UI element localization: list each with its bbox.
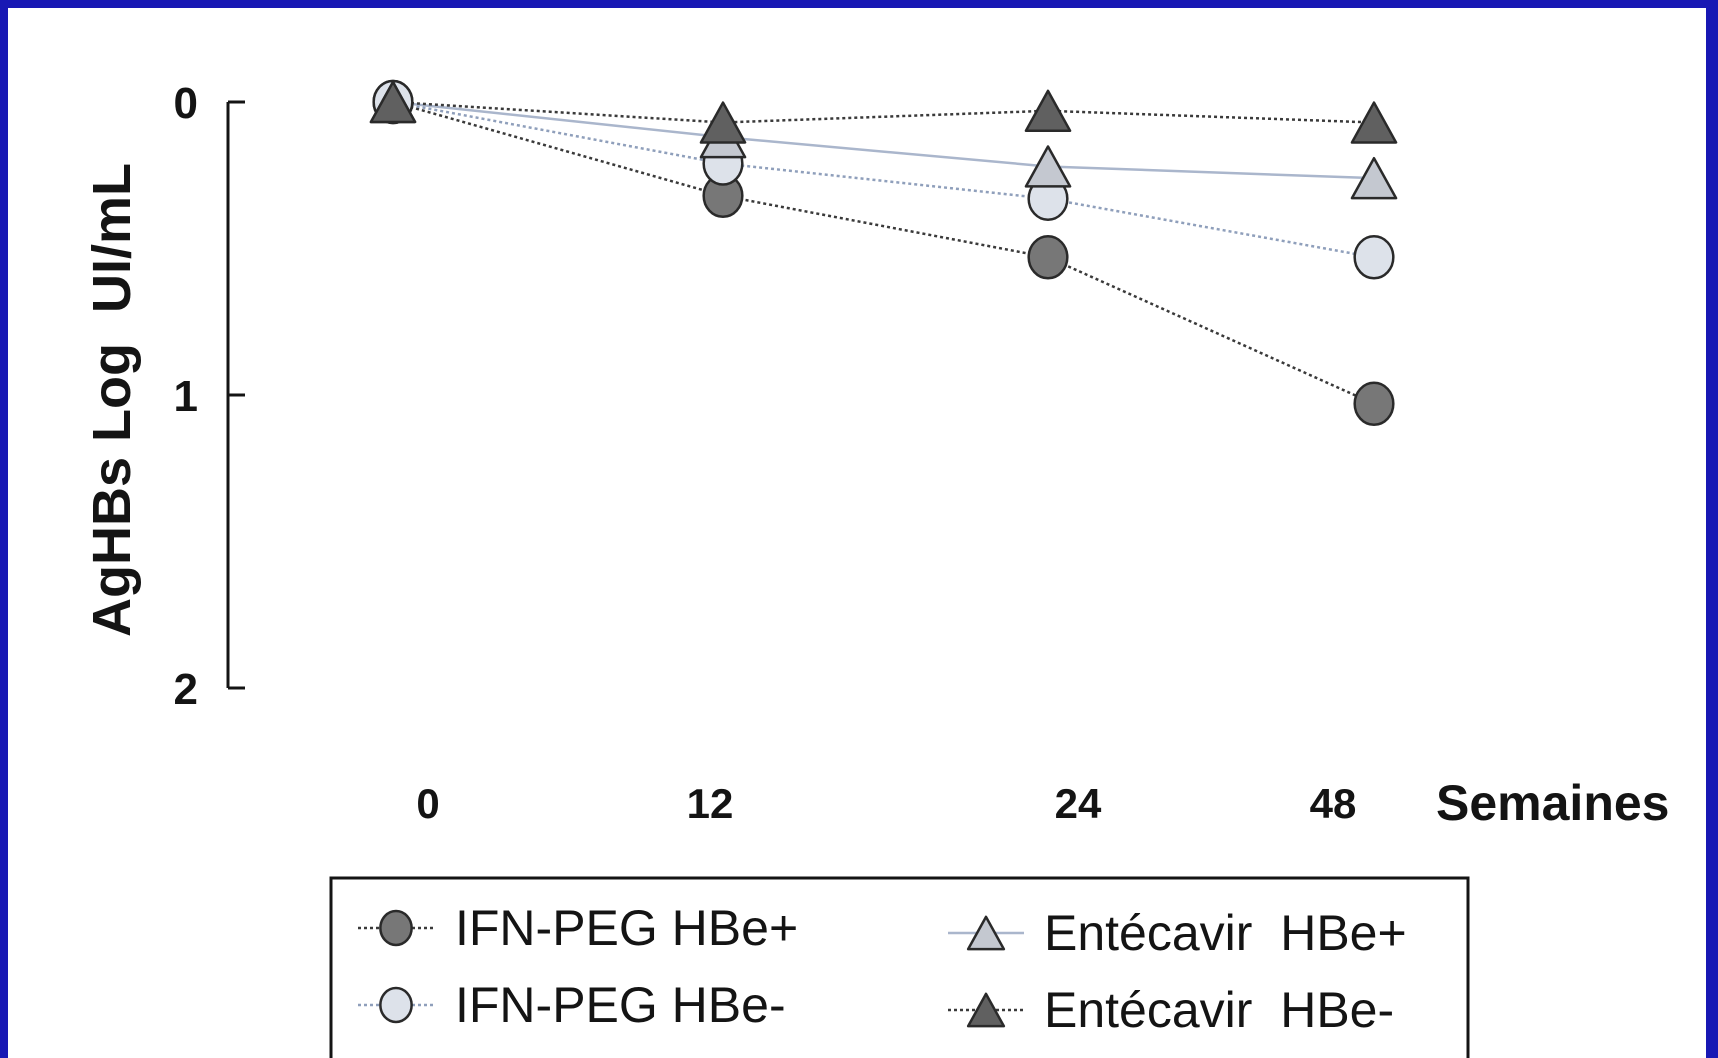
series-line-ent-cavir-hbe [392,100,1375,124]
data-point-ifn-peg-hbeplus [1353,381,1395,427]
y-tick-label: 1 [174,372,198,421]
data-point-ent-cavir-hbeplus [1350,156,1398,200]
data-point-ent-cavir-hbeplus [1024,145,1072,188]
series-markers [369,79,1398,427]
series-line-ifn-peg-hbeplus [392,100,1375,405]
legend-box [329,876,1470,1058]
series-line-ent-cavir-hbeplus [392,100,1375,180]
chart-panel: 0 1 2 AgHBs Log UI/mL 0 12 24 48 Semaines IFN-PE… [8,8,1706,1058]
x-tick-label: 48 [1310,780,1357,827]
data-point-ent-cavir-hbe [1024,89,1072,132]
legend-marker-ifn-peg-hbe [379,986,413,1024]
data-point-ent-cavir-hbe [1350,101,1398,144]
y-axis-title: AgHBs Log UI/mL [82,163,142,637]
legend-marker-ent-cavir-hbe [966,992,1006,1028]
legend-marker-ent-cavir-hbeplus [966,915,1006,951]
legend-label-ifn-peg-hbeplus: IFN-PEG HBe+ [455,900,798,956]
legend-marker-ifn-peg-hbeplus [379,909,413,947]
x-tick-label: 24 [1055,780,1102,827]
data-point-ent-cavir-hbe [699,101,747,144]
x-tick-label: 0 [416,780,439,827]
legend: IFN-PEG HBe+ IFN-PEG HBe- Entécavir HBe+ En… [329,876,1470,1058]
series-line-ifn-peg-hbe [392,100,1375,259]
x-axis-title: Semaines [1436,775,1669,831]
data-point-ifn-peg-hbeplus [1027,235,1069,280]
y-tick-label: 2 [174,665,198,714]
legend-label-ent-cavir-hbe: Entécavir HBe- [1044,982,1394,1038]
y-tick-label: 0 [174,79,198,128]
legend-label-ent-cavir-hbeplus: Entécavir HBe+ [1044,905,1407,961]
data-point-ifn-peg-hbe [1353,235,1395,280]
series-lines [392,100,1375,405]
legend-label-ifn-peg-hbe: IFN-PEG HBe- [455,977,786,1033]
data-point-ent-cavir-hbe [369,80,417,124]
x-tick-label: 12 [687,780,734,827]
